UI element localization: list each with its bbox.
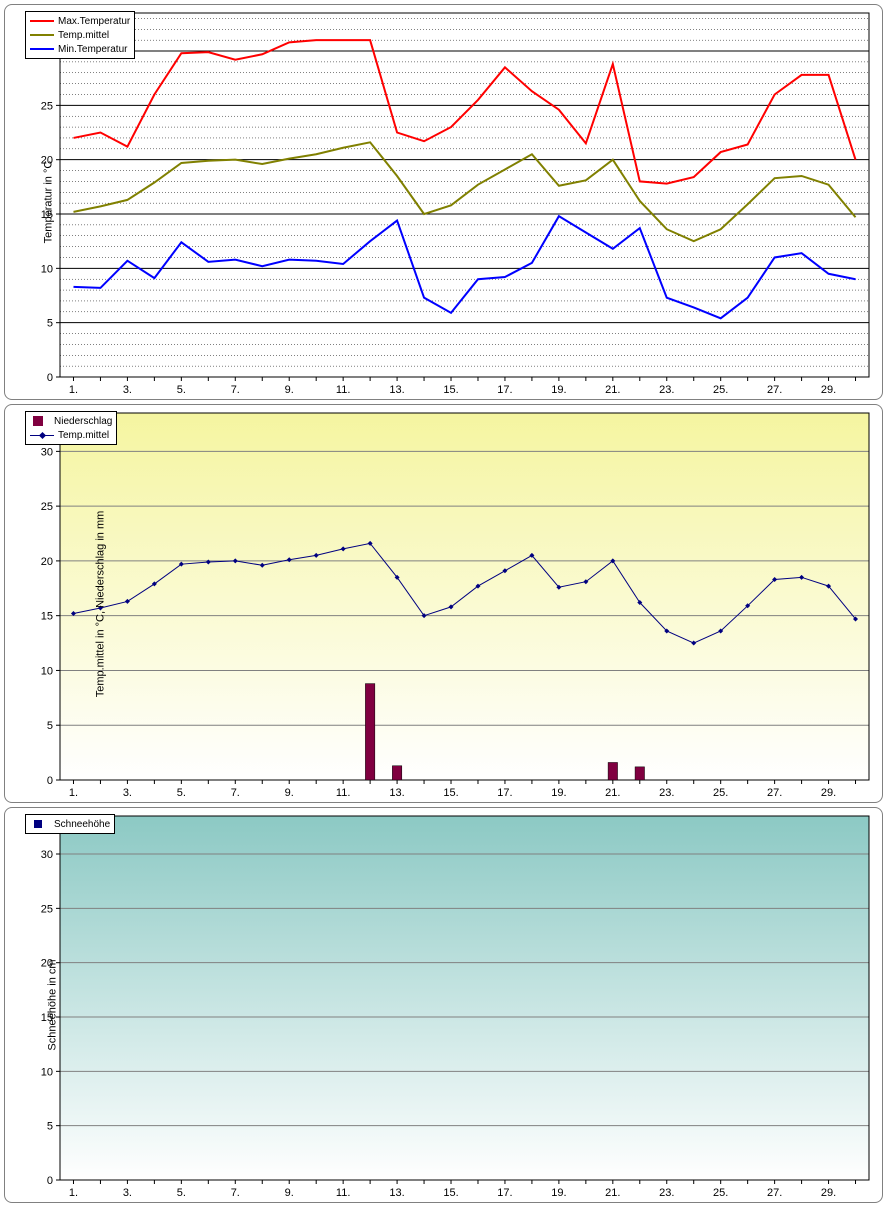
svg-text:23.: 23. — [659, 1187, 674, 1199]
svg-text:0: 0 — [47, 372, 53, 384]
svg-text:19.: 19. — [551, 1187, 566, 1199]
svg-text:1.: 1. — [69, 384, 78, 396]
temperature-chart: 0510152025301.3.5.7.9.11.13.15.17.19.21.… — [4, 4, 883, 400]
svg-text:17.: 17. — [497, 1187, 512, 1199]
svg-text:11.: 11. — [336, 787, 350, 799]
svg-text:21.: 21. — [605, 787, 620, 799]
svg-text:23.: 23. — [659, 787, 674, 799]
svg-text:1.: 1. — [69, 787, 78, 799]
svg-text:10: 10 — [41, 1066, 53, 1078]
svg-text:25.: 25. — [713, 1187, 728, 1199]
svg-text:25: 25 — [41, 501, 53, 513]
svg-text:10: 10 — [41, 665, 53, 677]
svg-text:15: 15 — [41, 611, 53, 623]
y-axis-label: Temperatur in °C — [42, 161, 54, 244]
svg-text:0: 0 — [47, 775, 53, 787]
svg-text:17.: 17. — [497, 787, 512, 799]
svg-text:0: 0 — [47, 1175, 53, 1187]
svg-text:13.: 13. — [389, 1187, 404, 1199]
svg-text:9.: 9. — [285, 787, 294, 799]
legend: Max.TemperaturTemp.mittelMin.Temperatur — [25, 11, 135, 59]
svg-text:15.: 15. — [443, 787, 458, 799]
svg-text:5.: 5. — [177, 787, 186, 799]
svg-text:9.: 9. — [285, 384, 294, 396]
y-axis-label: Temp.mittel in °C, Niederschlag in mm — [94, 510, 106, 697]
precipitation-chart: 0 5 10 15 20 25 30 1. 3. 5. 7. 9. 11. 13. 15. 17. 19. 21.… — [4, 404, 883, 803]
svg-text:5: 5 — [47, 720, 53, 732]
svg-text:11.: 11. — [336, 1187, 350, 1199]
svg-text:27.: 27. — [767, 1187, 782, 1199]
svg-text:25: 25 — [41, 903, 53, 915]
y-axis-label: Schneehöhe in cm — [47, 959, 59, 1050]
svg-text:13.: 13. — [389, 787, 404, 799]
svg-text:7.: 7. — [231, 384, 240, 396]
svg-text:9.: 9. — [285, 1187, 294, 1199]
svg-text:5: 5 — [47, 318, 53, 330]
svg-text:15.: 15. — [443, 384, 458, 396]
svg-text:3.: 3. — [123, 1187, 132, 1199]
svg-text:5.: 5. — [177, 1187, 186, 1199]
svg-text:21.: 21. — [605, 384, 620, 396]
svg-text:1.: 1. — [69, 1187, 78, 1199]
svg-text:19.: 19. — [551, 384, 566, 396]
legend: NiederschlagTemp.mittel — [25, 411, 117, 445]
svg-text:5: 5 — [47, 1121, 53, 1133]
svg-text:17.: 17. — [497, 384, 512, 396]
svg-text:19.: 19. — [551, 787, 566, 799]
svg-text:3.: 3. — [123, 787, 132, 799]
svg-text:29.: 29. — [821, 384, 836, 396]
svg-text:3.: 3. — [123, 384, 132, 396]
svg-text:29.: 29. — [821, 1187, 836, 1199]
svg-text:7.: 7. — [231, 1187, 240, 1199]
svg-text:11.: 11. — [336, 384, 350, 396]
svg-text:27.: 27. — [767, 787, 782, 799]
svg-text:27.: 27. — [767, 384, 782, 396]
svg-text:10: 10 — [41, 263, 53, 275]
snow-chart: 0510152025301.3.5.7.9.11.13.15.17.19.21.… — [4, 807, 883, 1203]
svg-text:30: 30 — [41, 446, 53, 458]
legend: Schneehöhe — [25, 814, 115, 834]
svg-text:20: 20 — [41, 556, 53, 568]
svg-text:29.: 29. — [821, 787, 836, 799]
svg-text:7.: 7. — [231, 787, 240, 799]
svg-text:13.: 13. — [389, 384, 404, 396]
svg-text:25.: 25. — [713, 384, 728, 396]
svg-text:5.: 5. — [177, 384, 186, 396]
svg-text:15.: 15. — [443, 1187, 458, 1199]
svg-text:30: 30 — [41, 849, 53, 861]
svg-text:25.: 25. — [713, 787, 728, 799]
svg-text:23.: 23. — [659, 384, 674, 396]
svg-text:21.: 21. — [605, 1187, 620, 1199]
svg-text:25: 25 — [41, 100, 53, 112]
